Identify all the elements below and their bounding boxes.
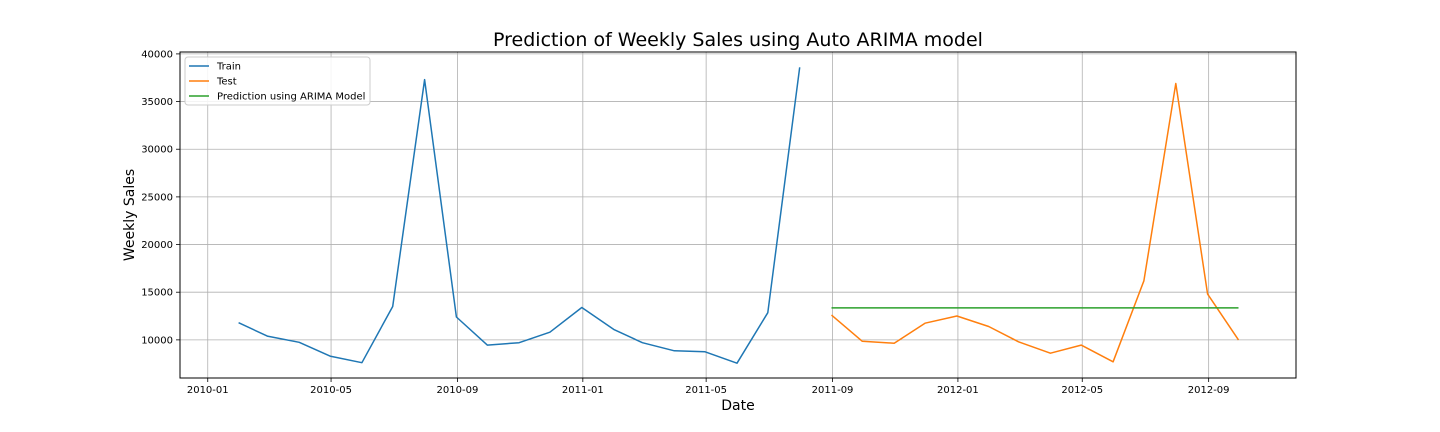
gridlines	[180, 52, 1296, 378]
x-tick-label: 2010-09	[437, 385, 479, 396]
y-tick-label: 35000	[141, 97, 173, 108]
series-line-train	[238, 67, 801, 364]
legend-entry: Prediction using ARIMA Model	[217, 92, 365, 103]
x-axis-label: Date	[721, 398, 754, 414]
y-tick-label: 25000	[141, 192, 173, 203]
x-tick-label: 2012-05	[1061, 385, 1103, 396]
legend-box	[184, 56, 371, 106]
legend: Train Test Prediction using ARIMA Model	[184, 56, 371, 106]
y-tick-label: 15000	[141, 288, 173, 299]
chart-title: Prediction of Weekly Sales using Auto AR…	[493, 29, 983, 51]
legend-entry: Train	[216, 62, 241, 73]
x-tick-label: 2012-01	[937, 385, 979, 396]
y-tick-label: 10000	[141, 335, 173, 346]
series-line-test	[831, 82, 1240, 363]
x-tick-label: 2012-09	[1188, 385, 1230, 396]
series-lines	[238, 67, 1240, 364]
x-tick-label: 2011-05	[685, 385, 727, 396]
y-axis-label: Weekly Sales	[122, 169, 138, 261]
x-tick-label: 2011-01	[562, 385, 604, 396]
legend-entry: Test	[216, 77, 237, 88]
x-tick-label: 2010-05	[310, 385, 352, 396]
y-tick-label: 20000	[141, 240, 173, 251]
y-tick-label: 30000	[141, 145, 173, 156]
y-tick-label: 40000	[141, 49, 173, 60]
x-tick-label: 2010-01	[187, 385, 229, 396]
x-tick-label: 2011-09	[812, 385, 854, 396]
plot-area-frame	[179, 51, 1297, 379]
axis-ticks: 2010-01 2010-05 2010-09 2011-01 2011-05 2011-…	[141, 49, 1229, 396]
